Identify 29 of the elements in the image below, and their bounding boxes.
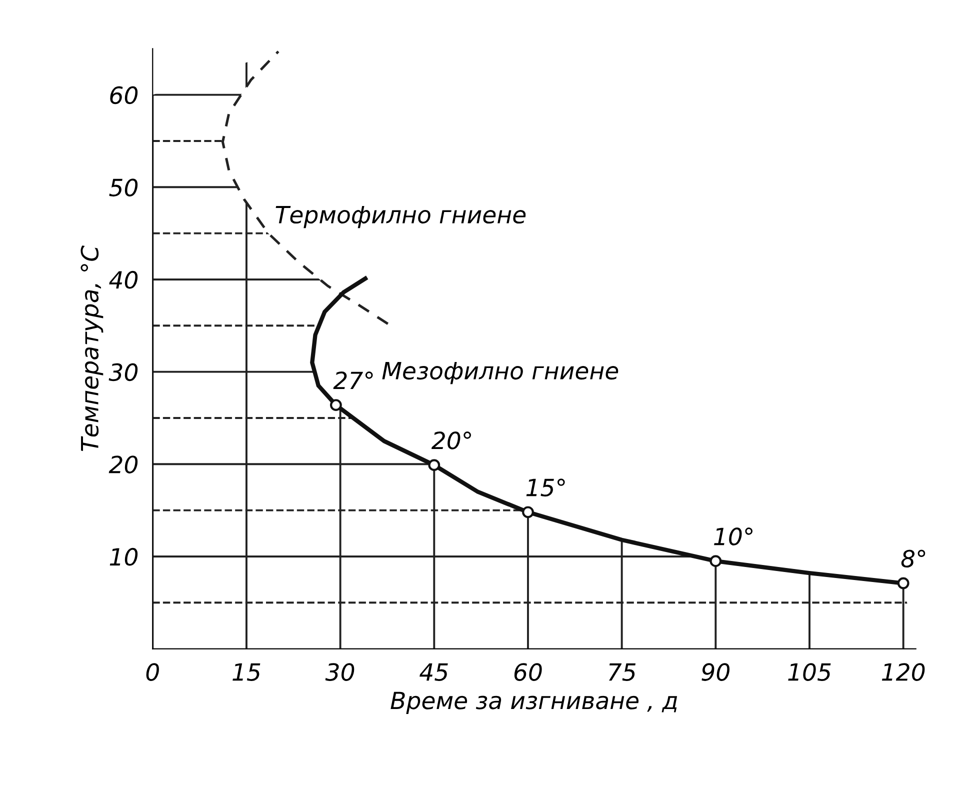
- point: [710, 555, 722, 568]
- point: [522, 506, 534, 518]
- y-tick-label: 60: [110, 86, 138, 104]
- annotation: 20°: [431, 432, 471, 450]
- y-tick-label: 20: [108, 456, 138, 474]
- point: [428, 459, 440, 472]
- annotation: Мезофилно гниене: [382, 362, 618, 384]
- y-tick-label: 50: [109, 178, 138, 196]
- x-tick-label: 75: [608, 663, 636, 681]
- x-tick-label: 105: [788, 663, 831, 681]
- x-tick-label: 120: [882, 663, 925, 681]
- y-tick-label: 10: [110, 548, 138, 566]
- x-axis-title: Време за изгниване , д: [390, 692, 678, 714]
- annotation: 10°: [714, 528, 752, 546]
- annotation: 27°: [333, 372, 373, 390]
- x-tick-label: 30: [325, 663, 354, 681]
- point: [330, 399, 342, 412]
- y-tick-label: 30: [108, 363, 138, 382]
- annotation: 15°: [526, 478, 565, 496]
- y-tick-label: 40: [109, 270, 138, 289]
- x-tick-label: 15: [232, 663, 260, 681]
- y-axis-title: Температура, °С: [80, 245, 104, 452]
- x-tick-label: 90: [702, 663, 730, 681]
- annotation: Термофилно гниене: [276, 206, 526, 228]
- x-tick-label: 0: [146, 663, 159, 681]
- x-tick-label: 45: [420, 663, 448, 681]
- annotation: 8°: [901, 550, 926, 568]
- x-tick-label: 60: [514, 663, 542, 681]
- point: [897, 577, 910, 590]
